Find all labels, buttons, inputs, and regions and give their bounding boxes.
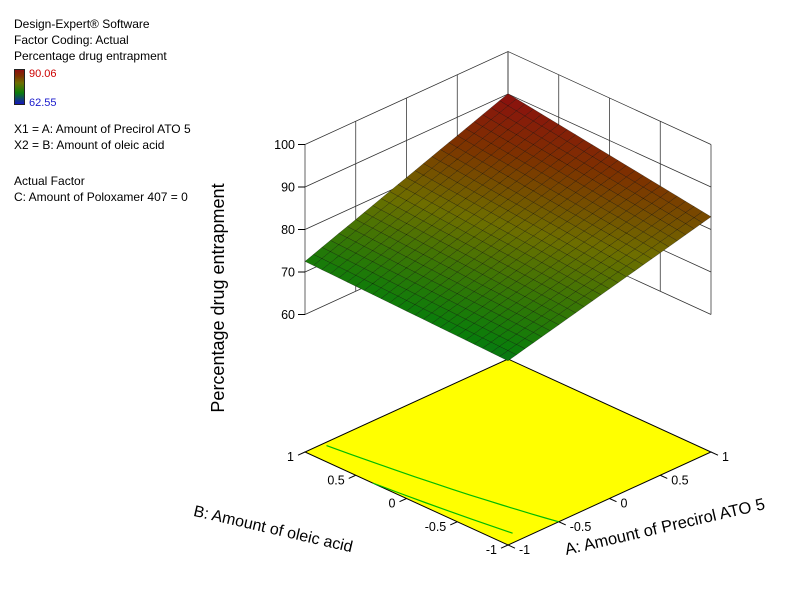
factor-coding-label: Factor Coding: Actual bbox=[14, 33, 129, 47]
color-gradient-bar bbox=[14, 69, 25, 105]
svg-text:-1: -1 bbox=[486, 543, 497, 557]
z-axis-title: Percentage drug entrapment bbox=[208, 183, 228, 412]
x1-factor-line: X1 = A: Amount of Precirol ATO 5 bbox=[14, 122, 191, 136]
actual-factor-header: Actual Factor bbox=[14, 174, 85, 188]
x2-factor-line: X2 = B: Amount of oleic acid bbox=[14, 138, 165, 152]
b-axis-title: B: Amount of oleic acid bbox=[192, 503, 354, 556]
svg-text:100: 100 bbox=[274, 138, 295, 152]
svg-text:60: 60 bbox=[281, 308, 295, 322]
svg-text:0.5: 0.5 bbox=[327, 473, 344, 487]
svg-text:-0.5: -0.5 bbox=[570, 520, 592, 534]
floor-plane bbox=[303, 358, 713, 546]
svg-text:-0.5: -0.5 bbox=[425, 520, 447, 534]
svg-text:0: 0 bbox=[621, 497, 628, 511]
z-axis-ticks: 60 70 80 90 100 bbox=[274, 138, 305, 322]
legend-max-value: 90.06 bbox=[29, 68, 57, 80]
svg-text:80: 80 bbox=[281, 223, 295, 237]
legend-min-value: 62.55 bbox=[29, 97, 57, 109]
contour-lines bbox=[326, 445, 559, 534]
legend-range-labels: 90.06 62.55 bbox=[29, 69, 57, 109]
color-scale-legend: 90.06 62.55 bbox=[14, 69, 191, 109]
floor-axis-ticks: -1 -0.5 0 0.5 1 -1 -0.5 0 0.5 1 bbox=[287, 450, 729, 557]
actual-factor-value: C: Amount of Poloxamer 407 = 0 bbox=[14, 190, 188, 204]
svg-text:1: 1 bbox=[287, 450, 294, 464]
svg-text:0: 0 bbox=[389, 497, 396, 511]
response-name-label: Percentage drug entrapment bbox=[14, 49, 167, 63]
legend-info-panel: Design-Expert® Software Factor Coding: A… bbox=[14, 16, 191, 205]
svg-text:90: 90 bbox=[281, 181, 295, 195]
software-title: Design-Expert® Software bbox=[14, 17, 150, 31]
svg-text:0.5: 0.5 bbox=[671, 473, 688, 487]
surface-mesh bbox=[304, 93, 712, 362]
svg-text:1: 1 bbox=[722, 450, 729, 464]
svg-text:70: 70 bbox=[281, 266, 295, 280]
svg-text:-1: -1 bbox=[519, 543, 530, 557]
